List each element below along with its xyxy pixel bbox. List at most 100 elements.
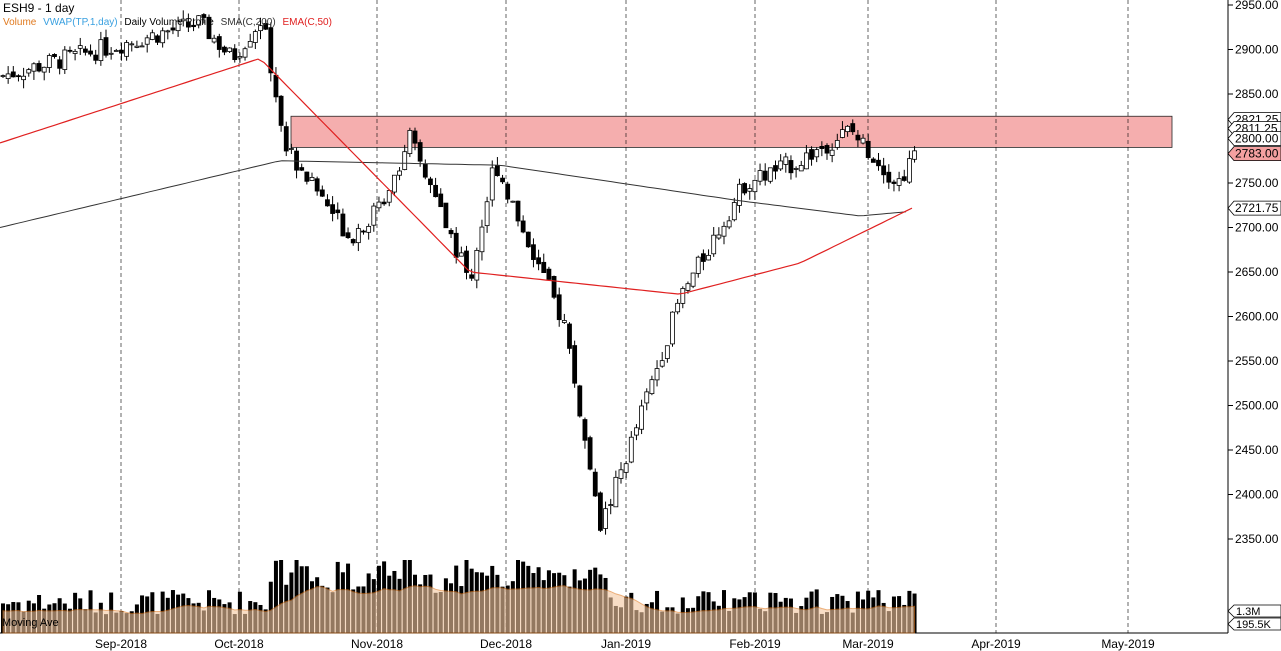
candle-body xyxy=(170,27,176,31)
candle-body xyxy=(407,130,413,155)
candle-body xyxy=(149,32,155,40)
candle-body xyxy=(752,179,758,193)
y-tick-label: 2650.00 xyxy=(1235,265,1279,279)
candle-body xyxy=(531,244,536,260)
candle-body xyxy=(268,27,274,74)
y-tick-label: 2400.00 xyxy=(1235,488,1279,502)
candle-body xyxy=(850,123,856,133)
x-tick-label: May-2019 xyxy=(1101,637,1155,651)
candle-body xyxy=(211,37,217,43)
candle-body xyxy=(845,125,850,133)
candle-body xyxy=(77,45,83,49)
candle-body xyxy=(618,469,624,479)
candle-body xyxy=(814,149,820,158)
candle-body xyxy=(561,320,567,323)
candle-body xyxy=(252,31,258,43)
candle-body xyxy=(371,205,377,226)
candle-body xyxy=(829,149,835,156)
candle-body xyxy=(180,18,186,22)
candle-body xyxy=(304,171,310,182)
candle-body xyxy=(742,183,747,194)
candle-body xyxy=(469,274,475,279)
candle-body xyxy=(88,50,93,55)
candle-body xyxy=(701,253,706,262)
candle-body xyxy=(0,75,6,77)
candle-body xyxy=(175,20,181,32)
candle-body xyxy=(644,391,650,404)
candle-body xyxy=(721,225,727,237)
candle-body xyxy=(134,45,140,48)
candle-body xyxy=(98,39,104,62)
candle-body xyxy=(443,202,449,229)
volume-bar xyxy=(273,560,278,633)
volume-tag-label: 1.3M xyxy=(1236,606,1260,618)
candle-body xyxy=(72,50,78,54)
candle-body xyxy=(860,137,866,144)
candle-body xyxy=(237,56,243,59)
x-tick-label: Jan-2019 xyxy=(601,637,651,651)
candle-body xyxy=(706,254,711,261)
candle-body xyxy=(458,252,464,257)
candle-body xyxy=(731,202,737,221)
legend-ema: EMA(C,50) xyxy=(282,17,332,28)
candle-body xyxy=(247,41,253,48)
candle-body xyxy=(335,209,341,214)
candle-body xyxy=(474,250,480,281)
candle-body xyxy=(762,170,768,181)
candle-body xyxy=(654,368,660,381)
sma-200-line xyxy=(0,160,907,228)
volume-bar xyxy=(268,581,273,633)
candle-body xyxy=(103,37,109,56)
y-tick-label: 2850.00 xyxy=(1235,87,1279,101)
x-tick-label: Sep-2018 xyxy=(95,637,147,651)
candle-body xyxy=(288,148,294,150)
candle-body xyxy=(196,15,202,26)
candle-body xyxy=(191,24,196,28)
candle-body xyxy=(840,129,845,138)
price-tag xyxy=(1227,200,1281,216)
indicator-legend: Volume VWAP(TP,1,day) Daily Volume Profi… xyxy=(3,17,336,28)
candle-body xyxy=(83,48,88,53)
candle-body xyxy=(428,178,433,186)
candle-body xyxy=(664,345,670,359)
candle-body xyxy=(881,165,887,176)
candle-body xyxy=(649,379,655,395)
candle-body xyxy=(634,427,639,436)
volume-tag-label: 195.5K xyxy=(1236,619,1272,631)
candle-body xyxy=(505,183,511,200)
candle-body xyxy=(16,75,21,78)
candle-body xyxy=(670,311,675,345)
candle-body xyxy=(108,52,114,55)
candle-body xyxy=(546,268,552,280)
candle-body xyxy=(613,476,619,508)
candle-body xyxy=(515,200,521,222)
candle-body xyxy=(510,200,516,203)
volume-moving-average xyxy=(2,585,916,634)
price-tag-label: 2800.00 xyxy=(1235,132,1279,146)
candle-body xyxy=(608,504,614,507)
candle-body xyxy=(119,49,124,54)
candle-body xyxy=(541,261,547,274)
candle-body xyxy=(438,193,444,208)
candle-body xyxy=(57,59,63,69)
candle-body xyxy=(350,239,356,244)
y-tick-label: 2700.00 xyxy=(1235,221,1279,235)
candle-body xyxy=(773,165,778,172)
x-tick-label: Oct-2018 xyxy=(214,637,264,651)
candle-body xyxy=(21,75,27,81)
legend-vwap: VWAP(TP,1,day) xyxy=(43,17,118,28)
candle-body xyxy=(737,183,742,206)
x-tick-label: Mar-2019 xyxy=(842,637,894,651)
candle-body xyxy=(144,37,150,45)
candle-body xyxy=(391,174,397,193)
candle-body xyxy=(798,165,804,172)
y-tick-label: 2350.00 xyxy=(1235,532,1279,546)
y-tick-label: 2950.00 xyxy=(1235,0,1279,12)
candle-body xyxy=(623,463,629,473)
candle-body xyxy=(870,158,876,163)
candle-body xyxy=(258,25,263,32)
candle-body xyxy=(582,419,588,441)
price-tag xyxy=(1227,131,1281,146)
candle-body xyxy=(36,63,42,72)
